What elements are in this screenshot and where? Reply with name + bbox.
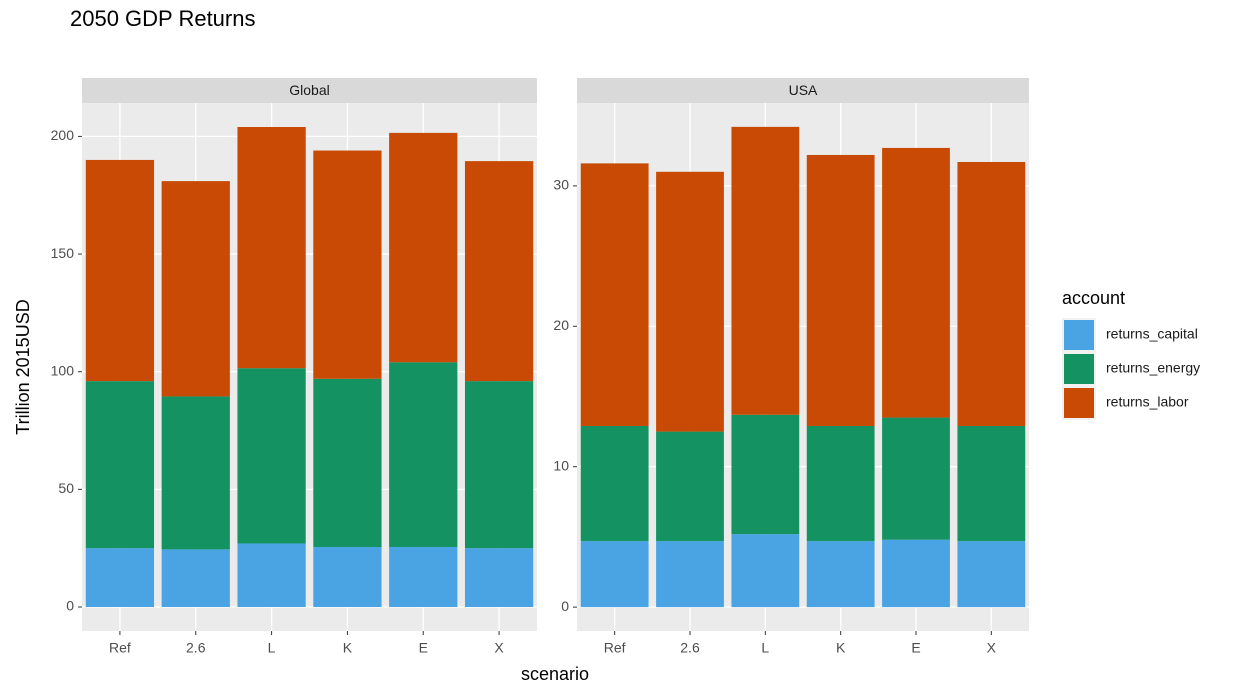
legend-swatch	[1064, 388, 1094, 418]
bar-segment	[580, 163, 649, 426]
legend-title: account	[1062, 288, 1125, 308]
bar-segment	[731, 414, 800, 535]
x-tick-label: X	[987, 640, 997, 656]
bar-segment	[882, 539, 950, 608]
panel-background	[82, 103, 537, 631]
bar-segment	[957, 425, 1026, 542]
x-tick-label: Ref	[604, 640, 626, 656]
bar-segment	[313, 150, 382, 379]
bar-segment	[161, 396, 230, 550]
bar-segment	[656, 171, 724, 432]
y-tick-label: 150	[51, 245, 75, 261]
x-tick-label: E	[911, 640, 920, 656]
bar-segment	[806, 541, 875, 608]
bar-segment	[161, 181, 230, 397]
x-tick-label: Ref	[109, 640, 131, 656]
y-tick-label: 0	[561, 598, 569, 614]
y-tick-label: 50	[58, 480, 74, 496]
legend-label: returns_energy	[1106, 360, 1200, 376]
bar-segment	[580, 425, 649, 542]
bar-segment	[464, 161, 534, 382]
bar-segment	[957, 541, 1026, 608]
y-tick-label: 200	[51, 127, 75, 143]
bar-segment	[237, 368, 306, 544]
panel-background	[577, 103, 1029, 631]
y-tick-label: 30	[553, 177, 569, 193]
x-tick-label: L	[761, 640, 769, 656]
y-tick-label: 10	[553, 457, 569, 473]
bar-segment	[464, 548, 534, 607]
x-tick-label: K	[836, 640, 846, 656]
bar-segment	[806, 154, 875, 426]
legend-label: returns_labor	[1106, 394, 1189, 410]
bar-segment	[656, 431, 724, 542]
bar-segment	[806, 425, 875, 542]
y-axis-label: Trillion 2015USD	[13, 299, 33, 434]
x-tick-label: 2.6	[186, 640, 206, 656]
x-tick-label: L	[268, 640, 276, 656]
legend-label: returns_capital	[1106, 326, 1198, 342]
y-tick-label: 100	[51, 362, 75, 378]
legend-swatch	[1064, 354, 1094, 384]
bar-segment	[85, 381, 155, 549]
y-tick-label: 0	[66, 598, 74, 614]
legend-swatch	[1064, 320, 1094, 350]
strip	[82, 78, 537, 103]
bar-segment	[656, 541, 724, 608]
bar-segment	[313, 378, 382, 547]
strip	[577, 78, 1029, 103]
bar-segment	[580, 541, 649, 608]
x-tick-label: E	[419, 640, 428, 656]
bar-segment	[731, 126, 800, 415]
bar-segment	[464, 381, 534, 549]
bar-segment	[731, 534, 800, 608]
chart-title: 2050 GDP Returns	[70, 6, 255, 31]
bar-segment	[237, 543, 306, 607]
bar-segment	[237, 127, 306, 369]
bar-segment	[389, 132, 458, 363]
y-tick-label: 20	[553, 317, 569, 333]
x-tick-label: K	[343, 640, 353, 656]
x-axis-label: scenario	[521, 664, 589, 684]
bar-segment	[389, 362, 458, 547]
bar-segment	[85, 548, 155, 607]
bar-segment	[313, 547, 382, 607]
bar-segment	[85, 159, 155, 382]
strip-label: Global	[289, 82, 329, 98]
bar-segment	[882, 417, 950, 540]
bar-segment	[161, 549, 230, 607]
bar-segment	[882, 147, 950, 418]
strip-label: USA	[789, 82, 818, 98]
x-tick-label: 2.6	[680, 640, 700, 656]
x-tick-label: X	[494, 640, 504, 656]
bar-segment	[389, 547, 458, 607]
bar-segment	[957, 161, 1026, 426]
